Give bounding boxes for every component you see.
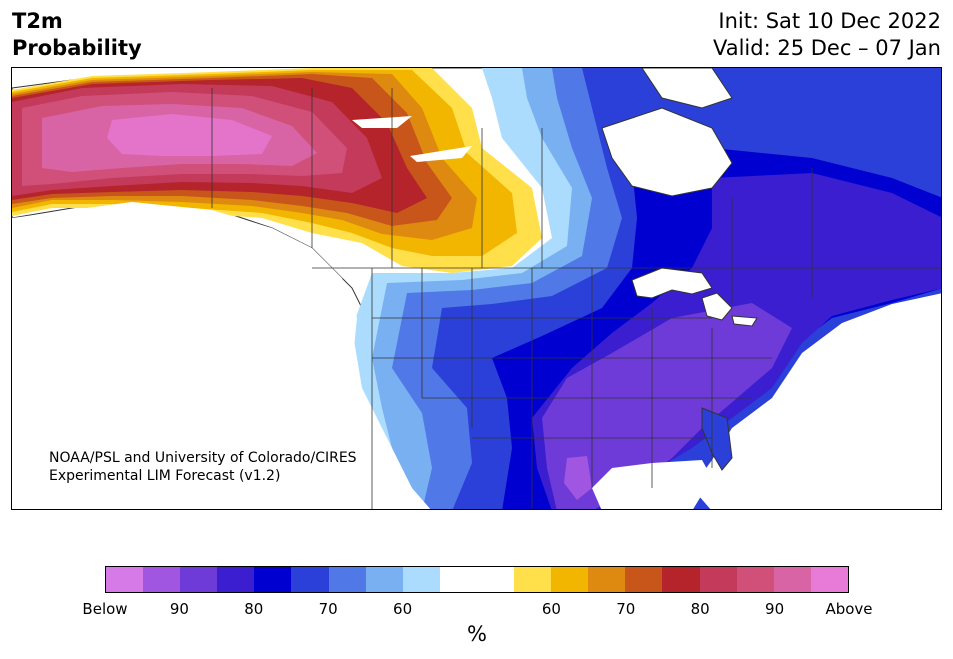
colorbar-segment	[254, 567, 292, 592]
colorbar-segment	[402, 567, 440, 592]
title-quantity: Probability	[12, 36, 142, 60]
below-violet-region	[564, 456, 592, 500]
colorbar-tick-label: 60	[541, 600, 561, 618]
probability-colorbar	[105, 566, 849, 593]
map-canvas	[12, 68, 941, 509]
colorbar-segment	[291, 567, 329, 592]
florida	[701, 407, 733, 471]
data-credit: NOAA/PSL and University of Colorado/CIRE…	[49, 449, 357, 485]
arctic-water	[641, 68, 733, 109]
colorbar-segment	[476, 567, 515, 592]
colorbar-unit: %	[467, 622, 487, 646]
colorbar-segment	[143, 567, 181, 592]
colorbar-segment	[328, 567, 366, 592]
colorbar-tick-label: 90	[169, 600, 189, 618]
colorbar-segment	[180, 567, 218, 592]
colorbar-segment	[773, 567, 811, 592]
political-boundaries	[211, 88, 941, 509]
colorbar-segment	[810, 567, 848, 592]
atlantic-ocean	[692, 293, 941, 509]
valid-period: Valid: 25 Dec – 07 Jan	[712, 36, 941, 60]
colorbar-tick-label: 80	[244, 600, 264, 618]
title-variable: T2m	[12, 9, 63, 33]
colorbar-segment	[106, 567, 144, 592]
colorbar-segment	[588, 567, 626, 592]
colorbar-segment	[217, 567, 255, 592]
pacific-ocean-south	[12, 202, 431, 509]
colorbar-segment	[736, 567, 774, 592]
colorbar-segment	[662, 567, 700, 592]
great-slave-lakes	[352, 116, 472, 162]
colorbar-segment	[439, 567, 477, 592]
map-title: T2m Probability	[12, 8, 142, 62]
credit-line-2: Experimental LIM Forecast (v1.2)	[49, 468, 281, 484]
colorbar-segment	[625, 567, 663, 592]
hudson-bay	[601, 107, 733, 197]
above-magenta-region	[107, 114, 272, 156]
colorbar-tick-label: 60	[393, 600, 413, 618]
colorbar-tick-label: Below	[82, 600, 128, 618]
colorbar-tick-label: 70	[616, 600, 636, 618]
below-purple-region	[542, 303, 792, 509]
init-date: Init: Sat 10 Dec 2022	[718, 9, 941, 33]
colorbar-tick-label: 80	[690, 600, 710, 618]
colorbar-segment	[699, 567, 737, 592]
colorbar-tick-label: Above	[825, 600, 873, 618]
colorbar-tick-label: 70	[318, 600, 338, 618]
forecast-dates: Init: Sat 10 Dec 2022 Valid: 25 Dec – 07…	[713, 8, 941, 62]
credit-line-1: NOAA/PSL and University of Colorado/CIRE…	[49, 450, 357, 466]
colorbar-segment	[514, 567, 552, 592]
colorbar-tick-label: 90	[765, 600, 785, 618]
probability-map	[11, 67, 942, 510]
great-lakes	[631, 267, 758, 327]
colorbar-segment	[365, 567, 403, 592]
colorbar-segment	[551, 567, 589, 592]
